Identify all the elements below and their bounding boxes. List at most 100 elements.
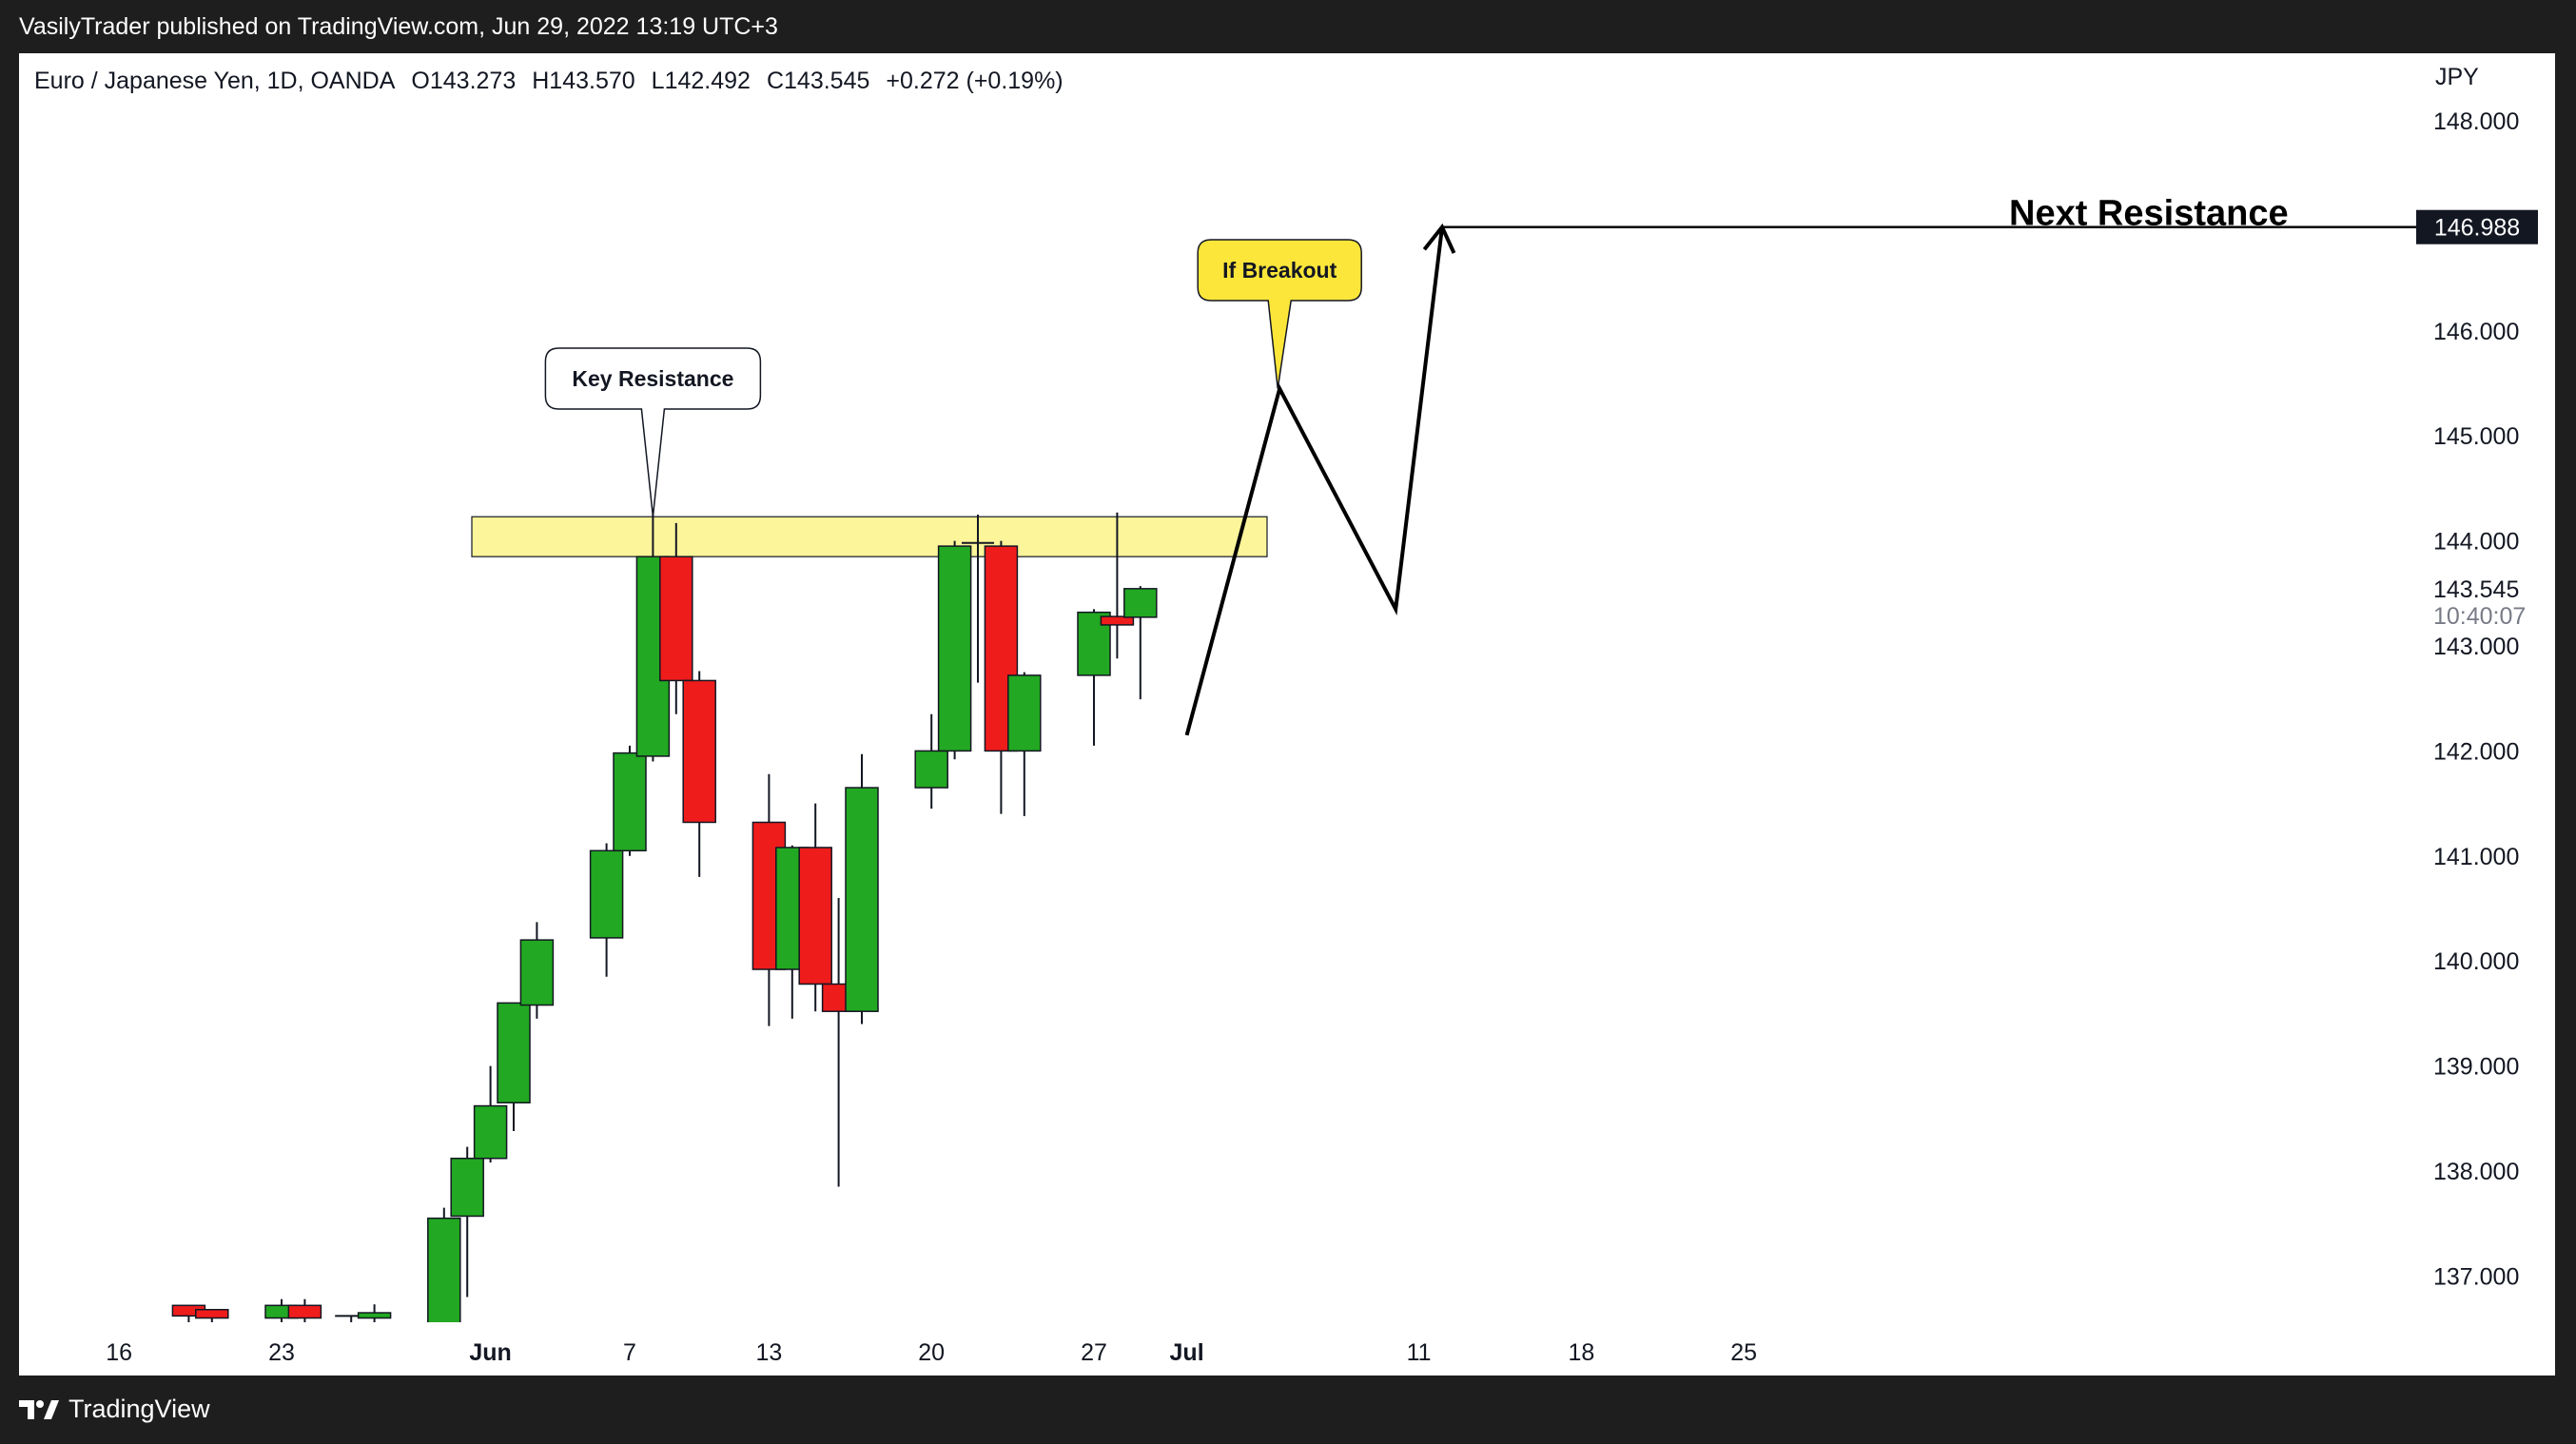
x-tick-label: 13 [755, 1339, 782, 1366]
candle [357, 1304, 392, 1322]
legend-low: L142.492 [652, 68, 751, 94]
x-tick-label: 7 [623, 1339, 636, 1366]
candle-body [984, 545, 1019, 752]
candle-body [589, 849, 624, 939]
y-tick-label: 145.000 [2433, 423, 2519, 450]
candle-body [1123, 588, 1158, 618]
next-resistance-label: Next Resistance [2009, 194, 2289, 234]
chart-svg[interactable]: 148.000 146.000 145.000 144.000 143.000 142.0… [19, 53, 2555, 1376]
breakout-callout-shape [1197, 239, 1362, 389]
candle-body [427, 1217, 461, 1322]
breakout-callout-label: If Breakout [1222, 258, 1337, 283]
candle [450, 1146, 484, 1298]
resistance-zone [471, 516, 1268, 557]
candle [497, 1002, 531, 1132]
candle [962, 515, 994, 683]
candle [427, 1207, 461, 1322]
candle [473, 1065, 508, 1163]
candle [659, 522, 693, 714]
candle [1077, 609, 1111, 746]
legend-change: +0.272 (+0.19%) [886, 68, 1063, 94]
callouts-layer: Key Resistance If Breakout [544, 239, 1362, 517]
y-tick-label: 141.000 [2433, 844, 2519, 870]
projection-layer: Next Resistance [1184, 194, 2416, 736]
candles-layer [171, 512, 1158, 1322]
candle [845, 753, 879, 1024]
key-resistance-callout-shape [544, 347, 762, 517]
candle-body [798, 847, 832, 985]
candle-body [914, 750, 948, 789]
candle [287, 1298, 322, 1322]
candle-body [613, 751, 647, 852]
legend-open: O143.273 [411, 68, 516, 94]
x-tick-label: 16 [106, 1339, 132, 1366]
currency-label: JPY [2435, 64, 2479, 90]
x-tick-label: Jun [469, 1339, 511, 1366]
tradingview-logo-icon [19, 1399, 59, 1419]
current-price-label: 143.545 [2433, 576, 2519, 603]
candle-body [450, 1158, 484, 1218]
candle [1100, 512, 1135, 659]
candle-body [195, 1308, 229, 1319]
x-tick-label: 23 [268, 1339, 295, 1366]
candle [914, 713, 948, 810]
candle-body [659, 556, 693, 682]
y-tick-label: 139.000 [2433, 1054, 2519, 1081]
x-tick-label: 25 [1730, 1339, 1757, 1366]
resistance-zone-layer [471, 516, 1268, 557]
tradingview-brand-label: TradingView [68, 1395, 210, 1423]
candle-body [519, 939, 555, 1006]
candle [613, 745, 647, 856]
y-tick-label: 140.000 [2433, 948, 2519, 975]
candle [589, 843, 624, 977]
x-tick-label: 27 [1081, 1339, 1107, 1366]
y-tick-label: 138.000 [2433, 1159, 2519, 1185]
candle [984, 540, 1019, 814]
candle [195, 1308, 229, 1322]
key-resistance-callout-label: Key Resistance [572, 366, 733, 391]
y-tick-label: 144.000 [2433, 529, 2519, 556]
x-axis-layer: 16 23 Jun 7 13 20 27 Jul 11 18 25 [106, 1339, 1757, 1366]
x-tick-label: Jul [1170, 1339, 1204, 1366]
tradingview-brand[interactable]: TradingView [19, 1395, 210, 1424]
candle-body [287, 1304, 322, 1319]
legend-close: C143.545 [767, 68, 869, 94]
candle-body [1100, 615, 1135, 626]
x-tick-label: 18 [1568, 1339, 1594, 1366]
candle [798, 803, 832, 1012]
breakout-callout: If Breakout [1197, 239, 1362, 389]
candle [1007, 672, 1042, 816]
y-tick-label: 146.000 [2433, 319, 2519, 345]
y-tick-label: 142.000 [2433, 738, 2519, 765]
top-bar: VasilyTrader published on TradingView.co… [0, 0, 2576, 53]
candle [682, 671, 716, 877]
y-tick-label: 137.000 [2433, 1263, 2519, 1290]
chart-area[interactable]: 148.000 146.000 145.000 144.000 143.000 142.0… [19, 53, 2555, 1376]
candle [1123, 586, 1158, 700]
y-axis-layer: 148.000 146.000 145.000 144.000 143.000 142.0… [2433, 108, 2519, 1290]
candle-body [682, 679, 716, 824]
y-tick-label: 148.000 [2433, 108, 2519, 135]
legend-high: H143.570 [532, 68, 634, 94]
countdown-label: 10:40:07 [2433, 603, 2526, 630]
candle-body [497, 1002, 531, 1103]
candle-body [1007, 674, 1042, 752]
candle-body [937, 545, 972, 752]
candle [519, 922, 555, 1019]
symbol-legend: Euro / Japanese Yen, 1D, OANDA O143.273 H1… [34, 68, 1064, 94]
next-resistance-price-label: 146.988 [2434, 215, 2520, 242]
legend-symbol: Euro / Japanese Yen, 1D, OANDA [34, 68, 396, 94]
candle-body [845, 787, 879, 1012]
bottom-bar: TradingView [0, 1376, 2576, 1444]
projected-path [1184, 226, 1444, 736]
candle-body [357, 1312, 392, 1319]
x-tick-label: 20 [918, 1339, 945, 1366]
y-tick-label: 143.000 [2433, 634, 2519, 660]
candle-body [473, 1104, 508, 1160]
next-resistance-price-box [2416, 209, 2538, 244]
candle [937, 540, 972, 760]
x-tick-label: 11 [1407, 1339, 1432, 1366]
publisher-text: VasilyTrader published on TradingView.co… [19, 13, 778, 40]
key-resistance-callout: Key Resistance [544, 347, 762, 517]
